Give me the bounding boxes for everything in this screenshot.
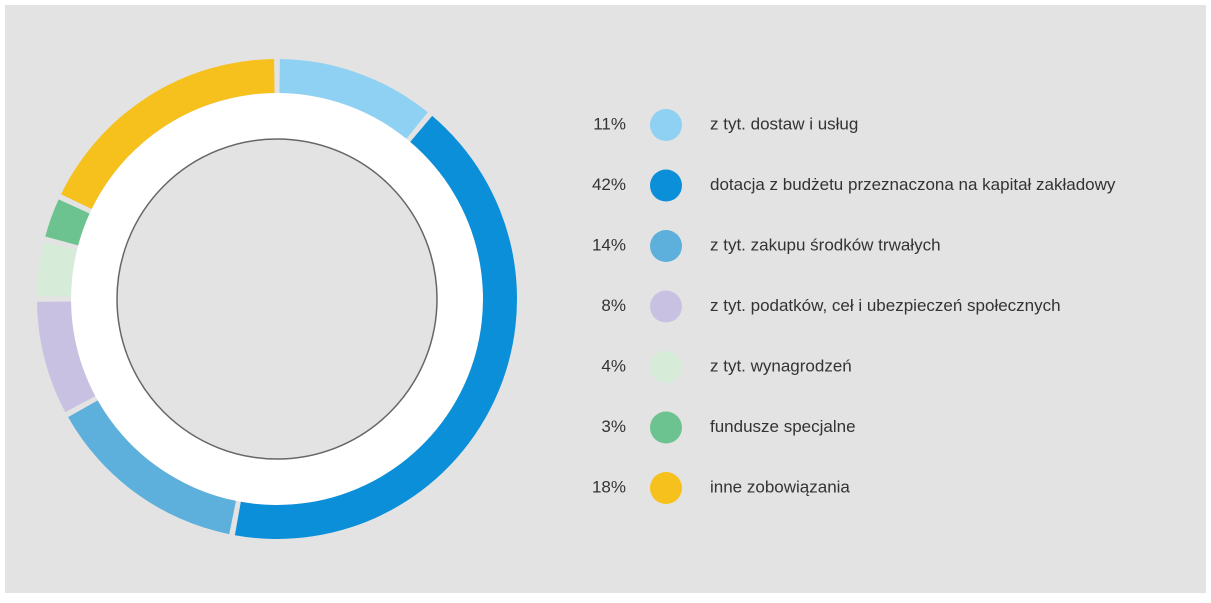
donut-hole xyxy=(116,138,438,460)
legend-label: dotacja z budżetu przeznaczona na kapita… xyxy=(710,175,1116,194)
legend-value: 8% xyxy=(601,296,626,315)
donut-segment xyxy=(234,115,518,539)
legend-value: 11% xyxy=(593,114,626,133)
legend-swatch xyxy=(650,230,682,262)
donut-segment xyxy=(61,59,275,210)
donut-segment xyxy=(45,199,90,246)
donut-segment xyxy=(279,59,428,139)
legend-value: 3% xyxy=(601,417,626,436)
legend-swatch xyxy=(650,351,682,383)
donut-segment xyxy=(68,400,236,535)
legend-label: z tyt. wynagrodzeń xyxy=(710,356,852,375)
legend-label: inne zobowiązania xyxy=(710,477,850,496)
legend-value: 14% xyxy=(592,235,626,254)
legend-value: 18% xyxy=(592,477,626,496)
donut-segment xyxy=(37,301,96,413)
legend-swatch xyxy=(650,472,682,504)
legend-value: 4% xyxy=(601,356,626,375)
legend-value: 42% xyxy=(592,175,626,194)
donut-segment xyxy=(37,242,77,297)
legend-label: fundusze specjalne xyxy=(710,417,856,436)
legend-swatch xyxy=(650,290,682,323)
legend-swatch xyxy=(650,109,682,141)
legend-swatch xyxy=(650,411,682,444)
legend-label: z tyt. podatków, ceł i ubezpieczeń społe… xyxy=(710,296,1061,315)
legend-label: z tyt. zakupu środków trwałych xyxy=(710,235,941,254)
legend-swatch xyxy=(650,169,682,202)
legend-label: z tyt. dostaw i usług xyxy=(710,114,858,133)
